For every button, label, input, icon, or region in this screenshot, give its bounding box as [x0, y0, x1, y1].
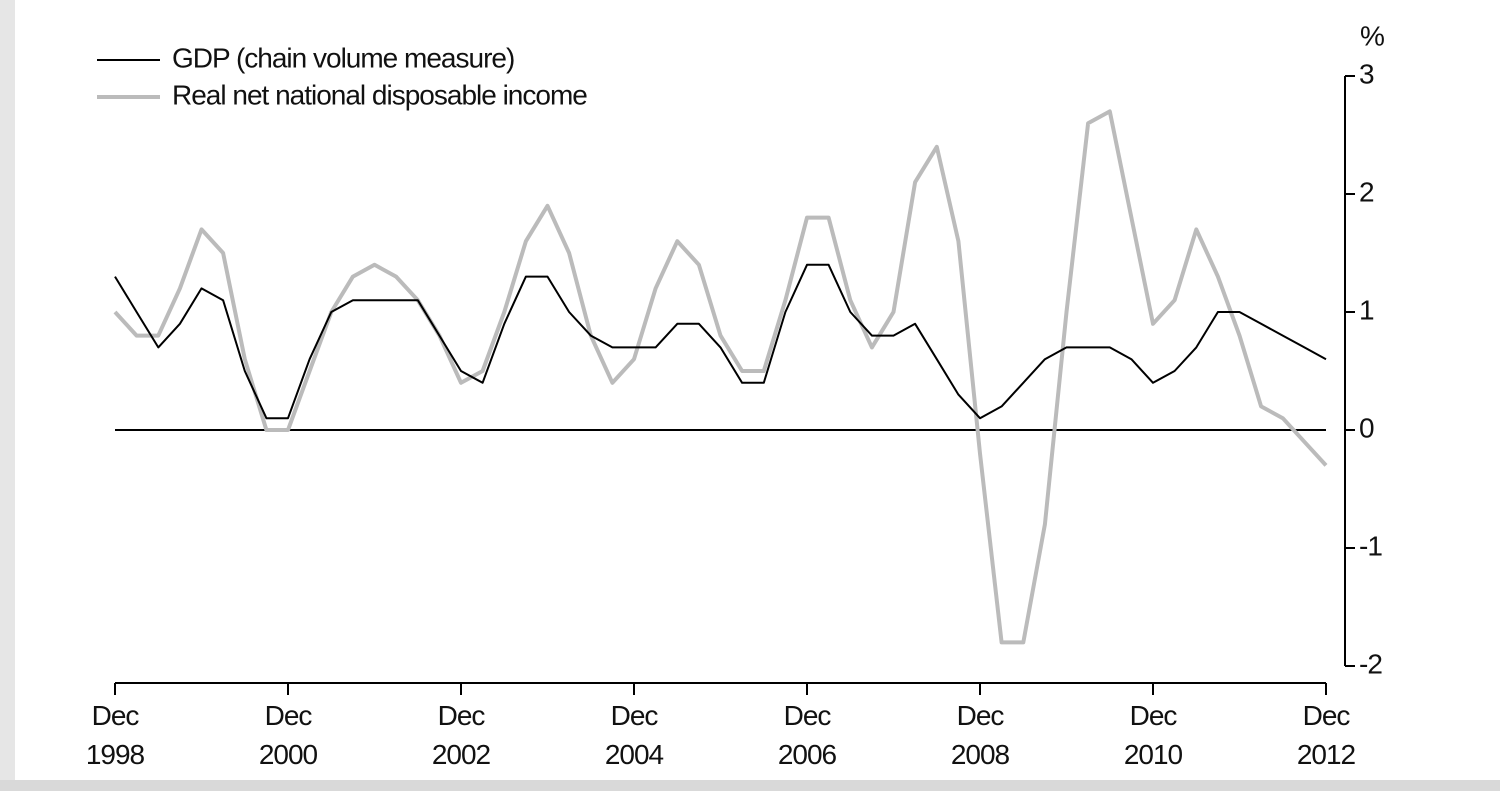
legend-label: Real net national disposable income — [172, 79, 587, 110]
x-tick-label: Dec 2012 — [1297, 700, 1356, 770]
x-tick-label: Dec 2008 — [951, 700, 1010, 770]
left-strip — [0, 0, 15, 780]
x-tick-label: Dec 2010 — [1124, 700, 1183, 770]
x-tick-label: Dec 2000 — [259, 700, 318, 770]
y-tick-label: 1 — [1359, 294, 1374, 325]
bottom-strip — [0, 780, 1500, 791]
y-tick-label: -2 — [1359, 648, 1382, 679]
legend-label: GDP (chain volume measure) — [172, 42, 514, 73]
y-tick-label: 3 — [1359, 58, 1374, 89]
x-tick-label: Dec 2002 — [432, 700, 491, 770]
x-tick-label: Dec 2004 — [605, 700, 664, 770]
x-tick-label: Dec 2006 — [778, 700, 837, 770]
series-line — [113, 109, 1328, 645]
y-tick-label: 2 — [1359, 176, 1374, 207]
unit-label: % — [1360, 20, 1384, 51]
series-line — [114, 263, 1327, 420]
x-tick-label: Dec 1998 — [86, 700, 145, 770]
y-tick-label: -1 — [1359, 530, 1382, 561]
y-tick-label: 0 — [1359, 412, 1374, 443]
